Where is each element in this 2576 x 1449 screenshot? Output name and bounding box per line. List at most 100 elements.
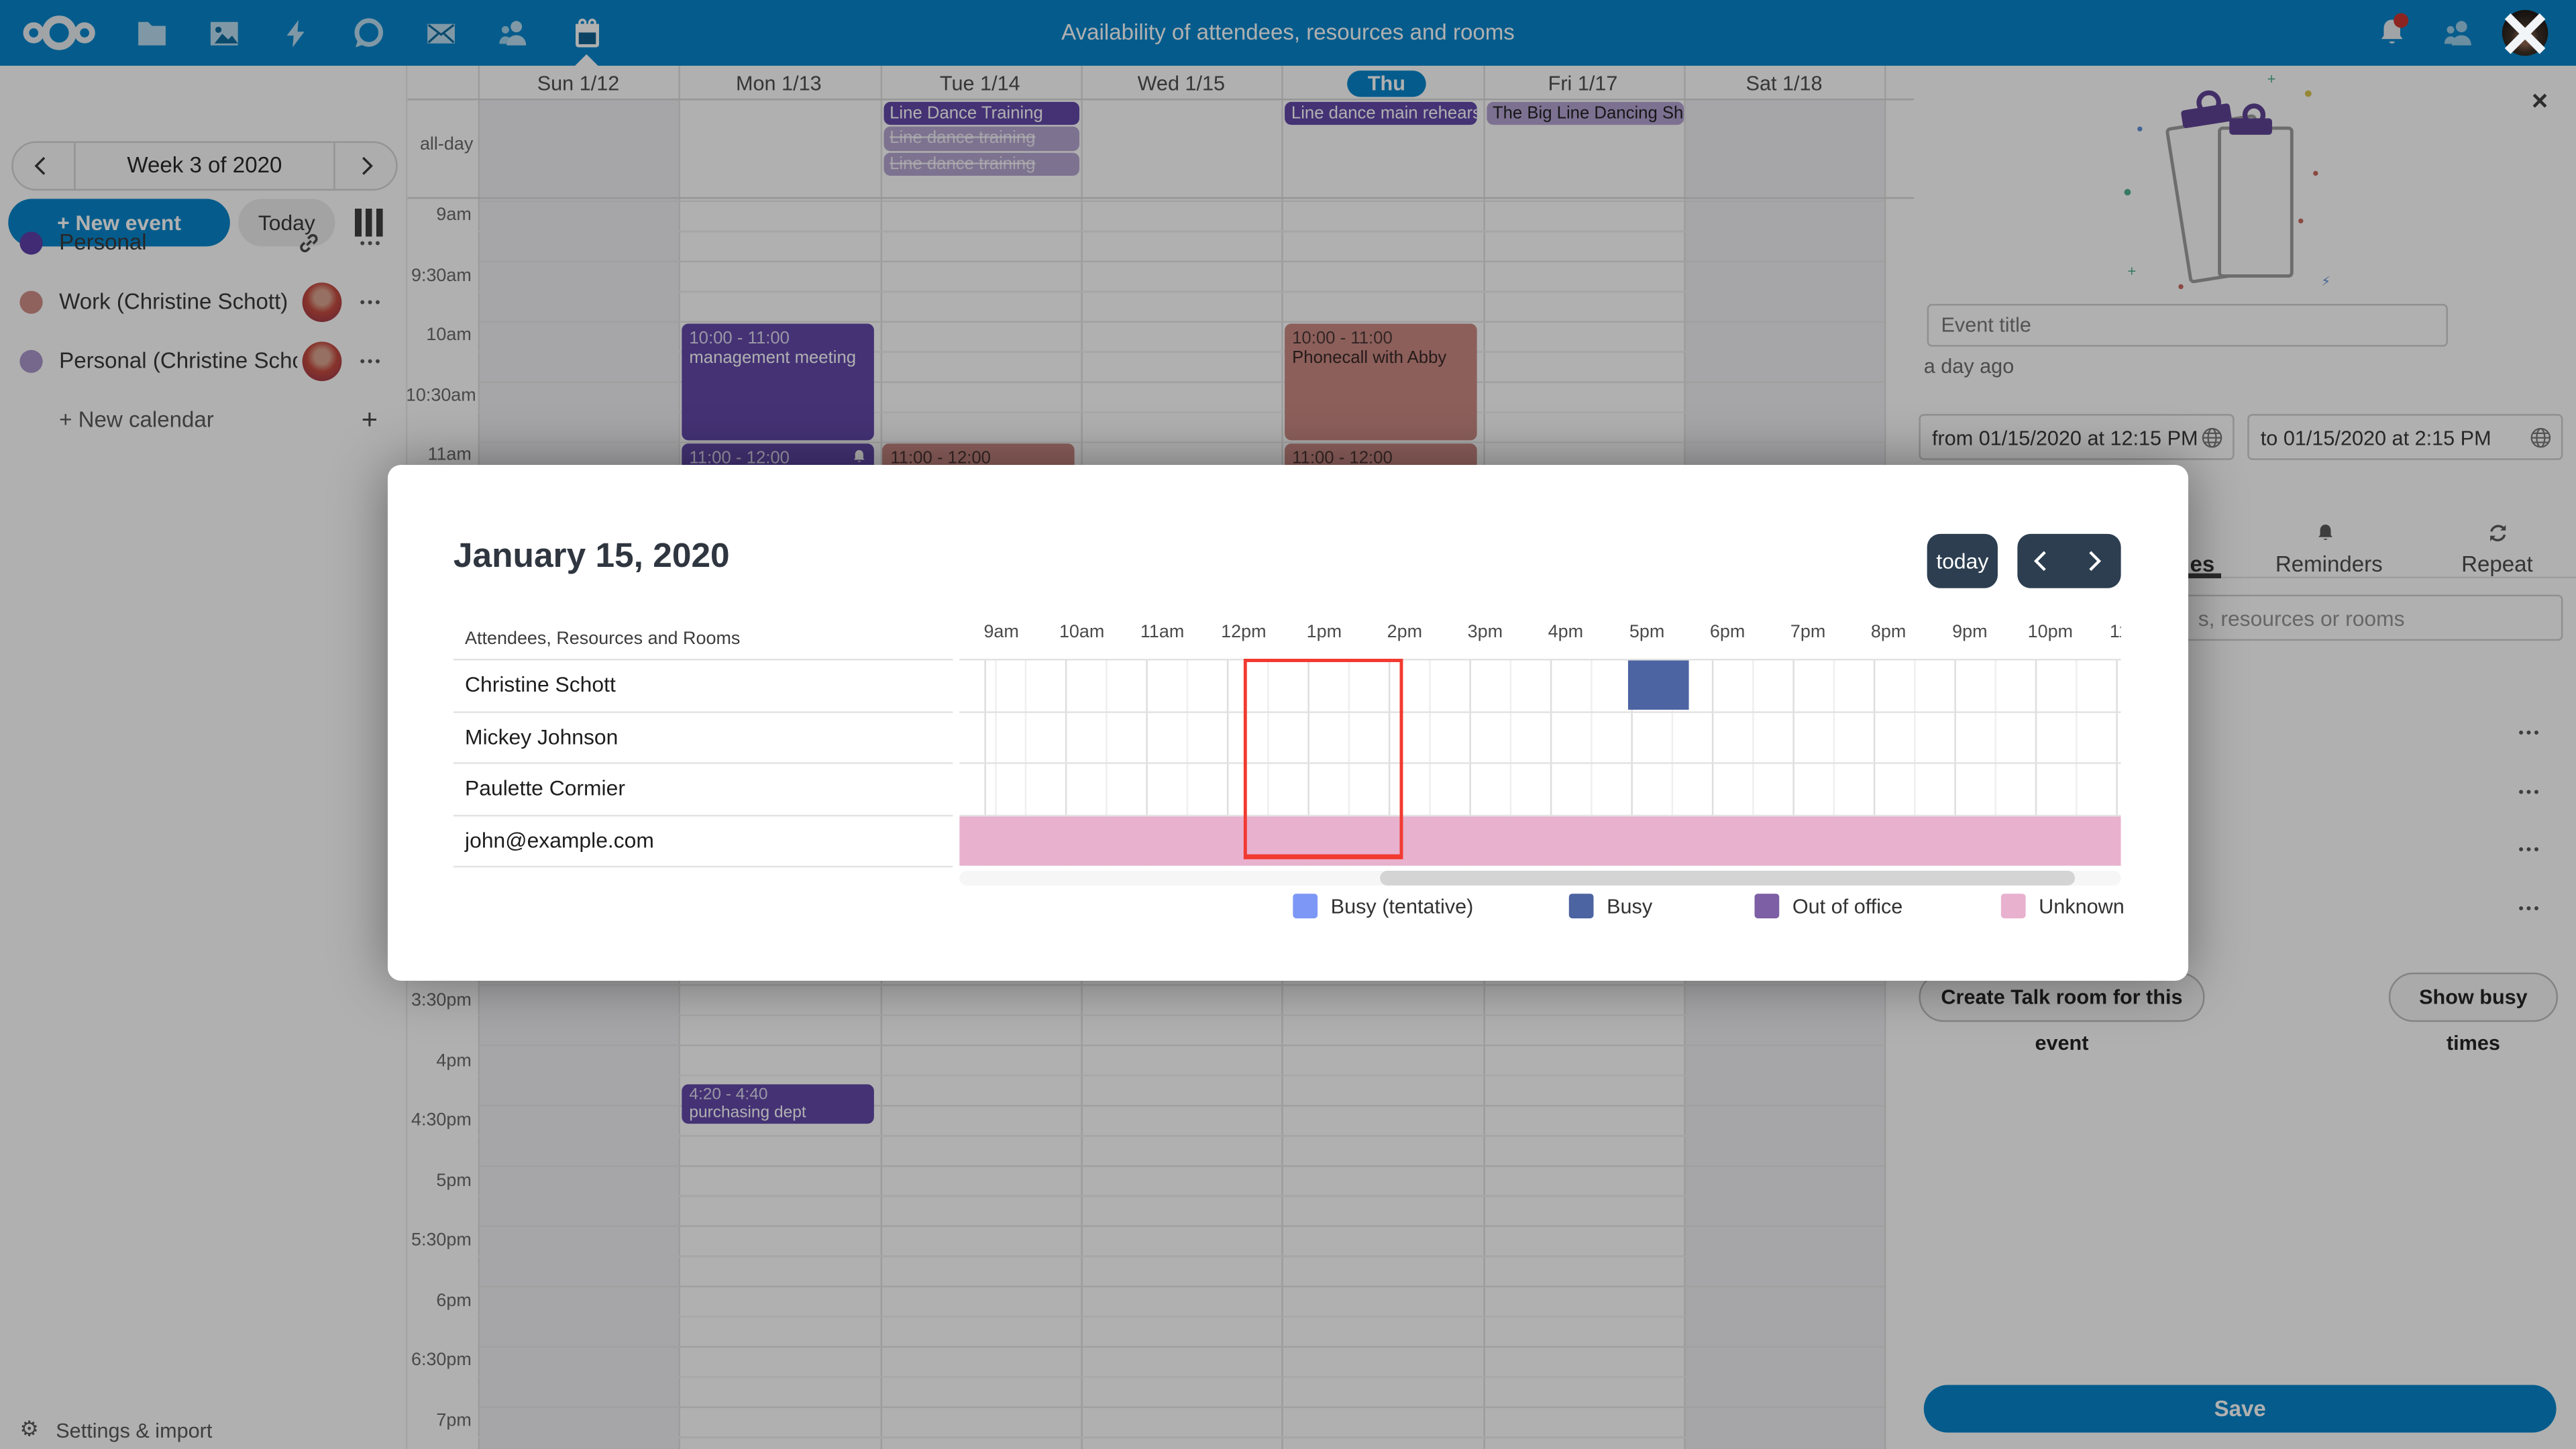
settings-import-button[interactable]: ⚙ Settings & import [0,1408,406,1449]
day-header-sun[interactable]: Sun 1/12 [537,72,620,96]
files-app-icon[interactable] [118,0,184,66]
close-icon[interactable]: × [2531,85,2548,117]
clipboard-illustration: + + ⚡ [2124,70,2341,304]
calendar-name: Work (Christine Schott) [59,289,288,314]
time-label: 7pm [436,1410,472,1430]
event-title: Phonecall with Abby [1292,348,1447,368]
talk-app-icon[interactable] [335,0,401,66]
day-header-wed[interactable]: Wed 1/15 [1137,72,1226,96]
allday-event[interactable]: Line dance main rehearsal [1285,101,1477,125]
grid-scrollbar-thumb[interactable] [1379,869,2074,885]
legend-out-of-office: Out of office [1754,894,1902,918]
tab-label: Reminders [2275,551,2383,577]
calendar-item-personal[interactable]: Personal ••• [0,220,406,266]
contacts-menu-icon[interactable] [2443,18,2475,58]
hour-label: 10am [1059,623,1105,643]
event-title-input[interactable] [1926,304,2447,347]
grid-scrollbar-track[interactable] [958,869,2121,885]
calendar-color-dot [19,290,43,314]
activity-app-icon[interactable] [263,0,329,66]
calendar-owner-avatar [302,282,342,323]
dialog-date-title: January 15, 2020 [453,537,730,576]
from-datetime-field[interactable]: from 01/15/2020 at 12:15 PM [1919,414,2235,460]
week-label[interactable]: Week 3 of 2020 [127,152,282,178]
view-mode-icon[interactable] [354,209,383,237]
time-label: 4:30pm [411,1110,472,1130]
legend-label: Busy (tentative) [1330,894,1474,918]
calendar-sidebar: Week 3 of 2020 + New event Today Persona… [0,65,408,1449]
calendar-item-personal-christine[interactable]: Personal (Christine Scho…) ••• [0,338,406,384]
event-time: 10:00 - 11:00 [689,328,790,349]
today-button[interactable]: Today [238,199,335,247]
allday-event[interactable]: The Big Line Dancing Show [1486,101,1684,125]
selected-timespan-outline[interactable] [1242,659,1403,859]
save-button[interactable]: Save [1923,1385,2557,1433]
attendee-name: Mickey Johnson [465,723,619,749]
timezone-globe-icon[interactable] [2530,427,2551,449]
hours-header: 9am 10am 11am 12pm 1pm 2pm 3pm 4pm 5pm 6… [959,623,2121,655]
event-title: management meeting [689,348,857,368]
share-link-icon[interactable] [297,231,320,263]
new-calendar-row[interactable]: + New calendar + [0,398,406,444]
previous-week-button[interactable] [13,143,68,189]
calendar-item-work[interactable]: Work (Christine Schott) ••• [0,279,406,325]
legend-swatch [1568,894,1594,918]
week-navigation: Week 3 of 2020 [11,141,398,191]
tab-attendees[interactable]: es [2190,551,2215,577]
calendar-owner-avatar [302,341,342,382]
attendee-row-menu[interactable]: ••• [2518,841,2542,858]
dialog-today-button[interactable]: today [1927,533,1998,588]
legend-label: Busy [1607,894,1653,918]
hour-label: 9pm [1952,623,1988,643]
day-header-sat[interactable]: Sat 1/18 [1746,72,1823,96]
next-week-button[interactable] [340,143,394,189]
calendar-actions-menu[interactable]: ••• [360,235,383,252]
event-phonecall-abby[interactable]: 10:00 - 11:00 Phonecall with Abby [1283,323,1477,441]
hour-label: 10pm [2027,623,2074,643]
attendee-row-menu[interactable]: ••• [2518,782,2542,800]
day-header-mon[interactable]: Mon 1/13 [735,72,822,96]
cursor-x [2500,8,2549,57]
attendee-name: john@example.com [465,827,654,852]
attendee-row-menu[interactable]: ••• [2518,724,2542,741]
legend-swatch [1754,894,1780,918]
allday-event-declined[interactable]: Line dance training [883,126,1079,151]
mail-app-icon[interactable] [407,0,473,66]
hour-label: 11am [1140,623,1185,643]
allday-event-declined[interactable]: Line dance training [883,152,1079,176]
calendar-actions-menu[interactable]: ••• [360,294,383,311]
calendar-name: Personal (Christine Scho…) [59,348,297,373]
gear-icon: ⚙ [19,1416,39,1441]
attendee-name: Paulette Cormier [465,775,625,800]
day-header-tue[interactable]: Tue 1/14 [939,72,1020,96]
timezone-globe-icon[interactable] [2202,427,2223,449]
tab-repeat[interactable]: Repeat [2451,523,2543,577]
new-event-button[interactable]: + New event [8,199,230,247]
event-purchasing-dept[interactable]: 4:20 - 4:40 purchasing dept [681,1084,873,1124]
legend-swatch [1293,894,1318,918]
availability-grid[interactable] [958,659,2121,866]
show-busy-times-button[interactable]: Show busy times [2388,972,2559,1055]
legend-swatch [2000,894,2026,918]
prev-day-icon[interactable] [2032,550,2048,572]
tab-reminders[interactable]: Reminders [2275,523,2383,577]
calendar-app-icon[interactable] [553,0,619,66]
create-talk-room-button[interactable]: Create Talk room for this event [1919,972,2205,1055]
photos-app-icon[interactable] [191,0,256,66]
next-day-icon[interactable] [2086,550,2102,572]
allday-event[interactable]: Line Dance Training [883,101,1079,125]
day-header-fri[interactable]: Fri 1/17 [1548,72,1618,96]
new-calendar-label: + New calendar [59,407,214,433]
nextcloud-logo-icon[interactable] [19,11,99,54]
event-management-meeting[interactable]: 10:00 - 11:00 management meeting [681,323,873,441]
notifications-bell-icon[interactable] [2375,13,2409,57]
to-datetime-field[interactable]: to 01/15/2020 at 2:15 PM [2247,414,2563,460]
legend-label: Unknown [2039,894,2125,918]
hour-label: 5pm [1629,623,1665,643]
contacts-app-icon[interactable] [480,0,545,66]
attendees-column-header: Attendees, Resources and Rooms [465,629,741,649]
calendar-actions-menu[interactable]: ••• [360,353,383,370]
attendee-row-menu[interactable]: ••• [2518,899,2542,916]
hour-label: 2pm [1387,623,1423,643]
